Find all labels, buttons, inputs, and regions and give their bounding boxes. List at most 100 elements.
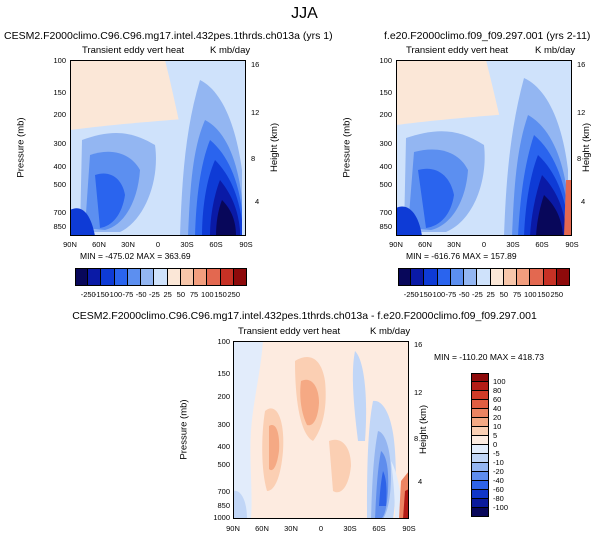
panel1-colorbar-swatch (194, 268, 208, 286)
panel2-colorbar-swatch (477, 268, 491, 286)
panel2-xtick: 0 (481, 240, 487, 249)
panel2-colorbar-label: -250 (403, 290, 419, 299)
panel1-xtick: 90S (239, 240, 253, 249)
panel2-colorbar-label: 25 (486, 290, 495, 299)
panel3-ytick: 500 (217, 460, 230, 469)
panel1-y2label: Height (km) (269, 122, 281, 173)
panel2-colorbar-label: -25 (471, 290, 483, 299)
panel3-colorbar-swatch (471, 445, 489, 454)
panel2-right-subtitle: K mb/day (535, 45, 576, 56)
panel3-colorbar-swatch (471, 454, 489, 463)
panel1-ytick: 300 (53, 139, 66, 148)
panel2-ytick: 100 (379, 56, 392, 65)
panel1-colorbar-label: -100 (107, 290, 123, 299)
panel1-xtick: 60N (92, 240, 106, 249)
panel3-colorbar-label: -40 (493, 476, 504, 485)
panel3-ytick: 150 (217, 369, 230, 378)
panel3-colorbar-swatch (471, 436, 489, 445)
panel2-colorbar-swatch (411, 268, 425, 286)
panel3-ytick: 1000 (213, 513, 230, 522)
panel3-y2tick: 4 (418, 477, 423, 486)
panel3-xtick: 0 (318, 524, 324, 533)
panel3-xtick: 90S (402, 524, 416, 533)
panel3-colorbar-swatch (471, 463, 489, 472)
panel1-colorbar-swatch (101, 268, 115, 286)
panel2-colorbar-swatch (517, 268, 531, 286)
panel2-y2tick: 8 (577, 154, 582, 163)
panel2-colorbar-labels: -250 -150 -100 -75 -50 -25 25 50 75 100 150 250 (398, 290, 570, 302)
panel3-xtick: 60S (372, 524, 386, 533)
panel3-right-subtitle: K mb/day (370, 326, 411, 337)
panel3-y2tick: 8 (414, 434, 419, 443)
panel3-colorbar-swatch (471, 400, 489, 409)
panel3-colorbar-label: 80 (493, 386, 502, 395)
panel1-colorbar-swatch (180, 268, 195, 286)
panel2-colorbar-swatch (556, 268, 570, 286)
panel1-colorbar-swatch (127, 268, 142, 286)
panel2-colorbar-swatch (450, 268, 465, 286)
panel3-ytick: 400 (217, 442, 230, 451)
panel1-ytick: 200 (53, 110, 66, 119)
panel3-title: CESM2.F2000climo.C96.C96.mg17.intel.432p… (72, 310, 537, 322)
panel2-ytick: 500 (379, 180, 392, 189)
panel1-right-subtitle: K mb/day (210, 45, 251, 56)
panel3-colorbar-label: -100 (493, 503, 509, 512)
panel3-ytick: 200 (217, 392, 230, 401)
panel2-y2tick: 4 (581, 197, 586, 206)
panel1-heatmap (70, 60, 246, 236)
panel2-colorbar-swatch (464, 268, 478, 286)
panel1-title: CESM2.F2000climo.C96.C96.mg17.intel.432p… (4, 30, 333, 42)
panel3-colorbar-label: 40 (493, 404, 502, 413)
panel1-ytick: 150 (53, 88, 66, 97)
panel2-xtick: 30S (506, 240, 520, 249)
panel1-xtick: 90N (63, 240, 77, 249)
panel3-ytick: 700 (217, 487, 230, 496)
panel3-colorbar-label: 10 (493, 422, 502, 431)
panel1-colorbar-swatch (141, 268, 155, 286)
panel1-colorbar-swatch (207, 268, 221, 286)
panel2-colorbar (398, 268, 570, 286)
panel1-colorbar-swatch (75, 268, 89, 286)
panel2-colorbar-swatch (530, 268, 544, 286)
panel2-colorbar-label: -150 (416, 290, 432, 299)
panel2-xtick: 60N (418, 240, 432, 249)
panel1-left-subtitle: Transient eddy vert heat (82, 45, 185, 56)
panel3-stats: MIN = -110.20 MAX = 418.73 (434, 352, 544, 362)
panel1-y2tick: 12 (251, 108, 260, 117)
panel3-heatmap (233, 341, 409, 519)
panel1-xtick: 60S (209, 240, 223, 249)
panel2-xtick: 60S (535, 240, 549, 249)
panel1-y2tick: 8 (251, 154, 256, 163)
panel2-y2label: Height (km) (581, 122, 593, 173)
panel3-colorbar-swatch (471, 391, 489, 400)
panel2-colorbar-label: -75 (445, 290, 457, 299)
panel1-xtick: 30N (121, 240, 135, 249)
panel3-colorbar-label: -60 (493, 485, 504, 494)
panel3-xtick: 90N (226, 524, 240, 533)
panel1-colorbar-label: 25 (163, 290, 172, 299)
panel2-plot (396, 60, 572, 236)
panel1-colorbar-label: 150 (214, 290, 227, 299)
panel2-xtick: 90N (389, 240, 403, 249)
panel1-colorbar-label: 100 (201, 290, 214, 299)
panel3-colorbar-label: -80 (493, 494, 504, 503)
panel1-colorbar-swatch (88, 268, 102, 286)
panel3-colorbar-label: 100 (493, 377, 506, 386)
panel2-ylabel: Pressure (mb) (341, 117, 353, 178)
panel1-y2tick: 4 (255, 197, 260, 206)
panel3-colorbar-label: 5 (493, 431, 498, 440)
panel3-ytick: 850 (217, 501, 230, 510)
panel1-ylabel: Pressure (mb) (15, 117, 27, 178)
panel3-colorbar-swatch (471, 418, 489, 427)
panel1-colorbar-labels: -250 -150 -100 -75 -50 -25 25 50 75 100 150 250 (75, 290, 247, 302)
panel3-colorbar-label: 20 (493, 413, 502, 422)
panel2-ytick: 400 (379, 162, 392, 171)
panel3-xtick: 60N (255, 524, 269, 533)
panel2-heatmap (396, 60, 572, 236)
panel3-colorbar-labels: 100 80 60 40 20 10 5 0 -5 -10 -20 -40 -60 -80 -100 (493, 373, 533, 517)
panel3-colorbar-swatch (471, 427, 489, 436)
panel3-colorbar-swatch (471, 472, 489, 481)
panel2-colorbar-swatch (503, 268, 518, 286)
panel3-colorbar-swatch (471, 481, 489, 490)
panel1-xtick: 30S (180, 240, 194, 249)
